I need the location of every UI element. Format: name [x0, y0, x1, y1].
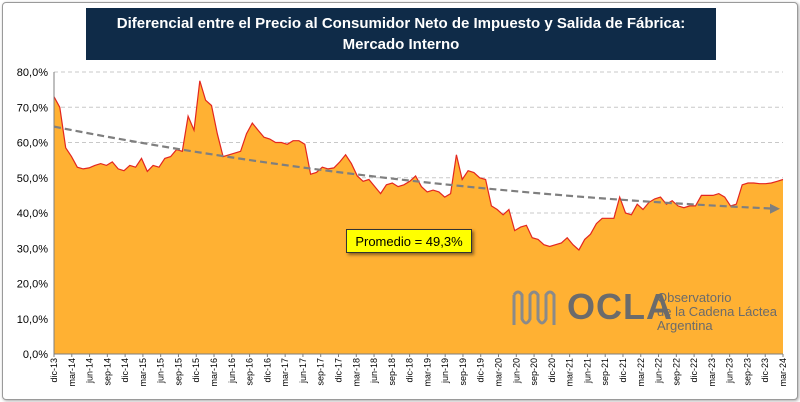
x-tick-label: dic-19	[476, 358, 486, 383]
x-tick-label: mar-24	[778, 358, 788, 387]
x-tick-label: jun-20	[511, 358, 521, 384]
y-tick-label: 70,0%	[17, 102, 48, 114]
x-tick-label: mar-23	[707, 358, 717, 387]
x-tick-label: sep-21	[600, 358, 610, 386]
ocla-logo: OCLA Observatorio de la Cadena Láctea Ar…	[510, 285, 790, 335]
logo-line2: de la Cadena Láctea	[657, 304, 777, 319]
chart-title-line1: Diferencial entre el Precio al Consumido…	[116, 15, 686, 32]
x-tick-label: dic-23	[760, 358, 770, 383]
y-tick-label: 10,0%	[17, 314, 48, 326]
x-tick-label: jun-21	[582, 358, 592, 384]
area-fill	[54, 80, 783, 355]
x-tick-label: dic-14	[120, 358, 130, 383]
x-tick-label: dic-22	[689, 358, 699, 383]
chart-title-line2: Mercado Interno	[342, 36, 460, 53]
y-tick-label: 0,0%	[23, 349, 48, 361]
x-tick-label: sep-14	[102, 358, 112, 386]
y-tick-label: 20,0%	[17, 279, 48, 291]
logo-line1: Observatorio	[657, 290, 732, 305]
x-tick-label: dic-20	[547, 358, 557, 383]
x-axis-ticks: dic-13 mar-14 jun-14 sep-14 dic-14 mar-15 jun-…	[49, 354, 788, 387]
x-tick-label: dic-18	[405, 358, 415, 383]
axes	[53, 72, 783, 355]
x-tick-label: mar-16	[209, 358, 219, 387]
x-tick-label: sep-19	[458, 358, 468, 386]
x-tick-label: dic-17	[333, 358, 343, 383]
x-tick-label: jun-23	[725, 358, 735, 384]
x-tick-label: jun-19	[440, 358, 450, 384]
x-tick-label: sep-20	[529, 358, 539, 386]
x-tick-label: jun-18	[369, 358, 379, 384]
trend-arrow	[770, 203, 780, 214]
y-tick-label: 30,0%	[17, 243, 48, 255]
x-tick-label: mar-19	[422, 358, 432, 387]
logo-word: OCLA	[567, 286, 673, 327]
x-tick-label: sep-17	[316, 358, 326, 386]
logo-wave-icon	[512, 290, 556, 325]
logo-line3: Argentina	[657, 318, 713, 333]
x-tick-label: mar-14	[67, 358, 77, 387]
x-tick-label: dic-16	[262, 358, 272, 383]
x-tick-label: mar-17	[280, 358, 290, 387]
y-tick-label: 40,0%	[17, 208, 48, 220]
x-tick-label: sep-23	[742, 358, 752, 386]
x-tick-label: mar-15	[138, 358, 148, 387]
x-tick-label: jun-14	[85, 358, 95, 384]
y-axis-ticks: 0,0% 10,0% 20,0% 30,0% 40,0% 50,0% 60,0% 70,0% 8…	[17, 67, 48, 361]
trend-series	[53, 125, 780, 214]
trend-line	[53, 125, 778, 210]
y-tick-label: 80,0%	[17, 67, 48, 79]
chart-title: Diferencial entre el Precio al Consumido…	[86, 8, 716, 60]
x-tick-label: sep-16	[245, 358, 255, 386]
x-tick-label: jun-22	[654, 358, 664, 384]
x-tick-label: mar-20	[494, 358, 504, 387]
x-tick-label: mar-18	[351, 358, 361, 387]
x-tick-label: jun-16	[227, 358, 237, 384]
x-tick-label: mar-22	[636, 358, 646, 387]
x-tick-label: jun-15	[156, 358, 166, 384]
x-tick-label: dic-15	[191, 358, 201, 383]
x-tick-label: dic-13	[49, 358, 59, 383]
y-tick-label: 60,0%	[17, 138, 48, 150]
y-tick-label: 50,0%	[17, 173, 48, 185]
x-tick-label: jun-17	[298, 358, 308, 384]
x-tick-label: mar-21	[565, 358, 575, 387]
x-tick-label: sep-22	[671, 358, 681, 386]
average-annotation: Promedio = 49,3%	[346, 229, 472, 253]
x-tick-label: sep-18	[387, 358, 397, 386]
x-tick-label: dic-21	[618, 358, 628, 383]
x-tick-label: sep-15	[173, 358, 183, 386]
